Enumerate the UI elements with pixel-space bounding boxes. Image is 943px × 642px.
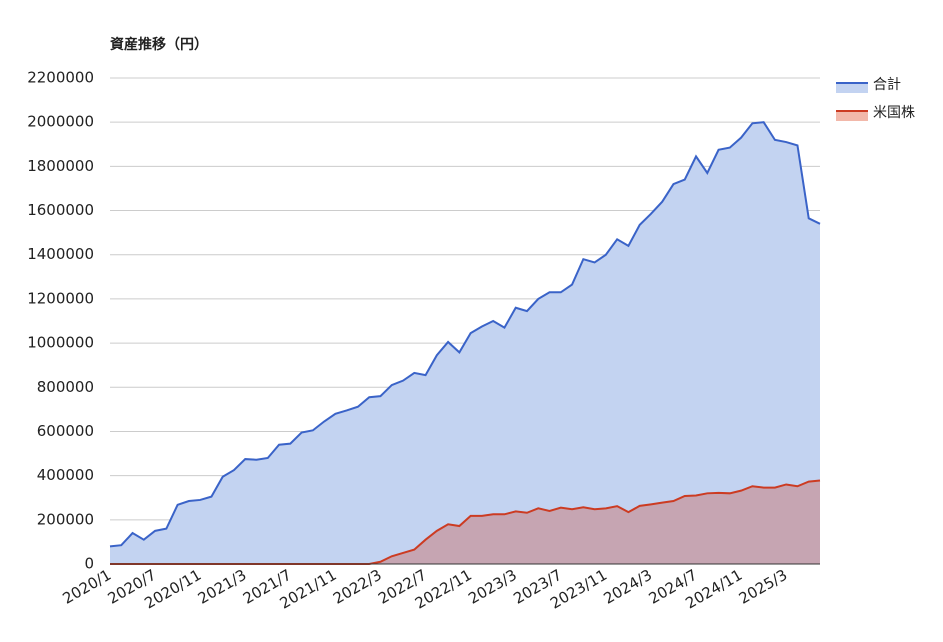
x-tick-label: 2022/3 [330,566,385,608]
y-tick-label: 200000 [37,510,94,528]
chart-title: 資産推移（円） [110,36,208,53]
legend-label: 合計 [873,77,901,93]
y-tick-label: 1600000 [27,201,94,219]
y-tick-label: 1200000 [27,289,94,307]
y-tick-label: 2200000 [27,69,94,87]
y-tick-label: 2000000 [27,113,94,131]
y-tick-label: 800000 [37,378,94,396]
y-tick-label: 0 [84,555,94,573]
x-tick-label: 2021/3 [195,566,250,608]
y-tick-label: 600000 [37,422,94,440]
line [109,121,821,548]
x-tick-label: 2025/3 [736,566,791,608]
x-tick-label: 2023/3 [465,566,520,608]
legend-label: 米国株 [873,105,915,121]
y-tick-label: 1400000 [27,245,94,263]
y-tick-label: 1800000 [27,157,94,175]
legend-swatch [836,83,868,93]
y-tick-label: 1000000 [27,334,94,352]
legend-swatch [836,111,868,121]
y-tick-label: 400000 [37,466,94,484]
x-tick-label: 2024/3 [600,566,655,608]
